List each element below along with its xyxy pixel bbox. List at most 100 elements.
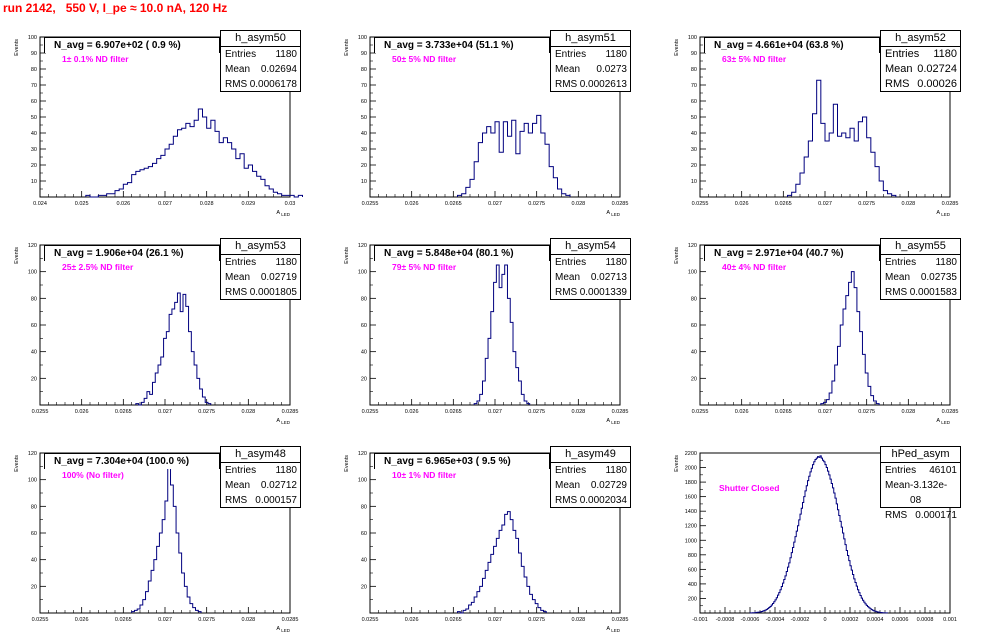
y-tick-label: 10 — [31, 179, 37, 185]
y-tick-label: 60 — [31, 99, 37, 105]
y-tick-label: 120 — [28, 451, 37, 457]
x-tick-label: 0.0275 — [528, 201, 545, 207]
histogram-line — [787, 79, 897, 197]
stats-row-mean: Mean 0.0273 — [551, 62, 630, 77]
histogram-svg: 200 400 600 800 1000 1200 1400 1600 1800 2000 2200… — [674, 451, 957, 623]
stats-value: 0.0002613 — [579, 79, 627, 90]
x-tick-label: 0.0255 — [362, 409, 379, 415]
y-tick-label: 100 — [28, 35, 37, 41]
y-tick-label: 120 — [688, 243, 697, 249]
y-tick-label: 20 — [361, 584, 367, 590]
x-tick-label: 0.026 — [735, 201, 749, 207]
histogram-line — [457, 114, 571, 197]
stats-box: h_asym52 Entries 1180 Mean 0.02724 RMS 0.00026 — [880, 30, 961, 92]
x-tick-label: -0.0004 — [766, 617, 785, 623]
x-tick-label: 0.0285 — [612, 409, 629, 415]
stats-label: Mean — [885, 63, 913, 75]
y-axis-label: Events — [674, 455, 680, 472]
y-axis-label: Events — [674, 247, 680, 264]
x-tick-label: 0.026 — [405, 409, 419, 415]
x-tick-label: 0.027 — [818, 201, 832, 207]
stats-label: Entries — [555, 257, 587, 268]
y-tick-label: 20 — [361, 376, 367, 382]
stats-row-entries: Entries 1180 — [551, 255, 630, 270]
stats-label: RMS — [885, 287, 908, 298]
stats-value: 0.000171 — [915, 510, 957, 521]
y-tick-label: 30 — [31, 147, 37, 153]
stats-value: -3.132e-08 — [910, 480, 948, 506]
stats-row-entries: Entries 1180 — [551, 47, 630, 62]
stats-row-rms: RMS 0.000171 — [881, 508, 960, 523]
x-tick-label: 0.0265 — [775, 201, 792, 207]
x-tick-label: 0.027 — [488, 201, 502, 207]
y-axis-label: Events — [14, 455, 20, 472]
stats-row-mean: Mean 0.02712 — [221, 478, 300, 493]
stats-value: 1180 — [605, 49, 627, 60]
filter-label: Shutter Closed — [719, 483, 780, 493]
histogram-line — [131, 465, 202, 613]
stats-value: 1180 — [275, 465, 297, 476]
y-tick-label: 30 — [361, 147, 367, 153]
stats-value: 0.0001805 — [249, 287, 297, 298]
stats-value: 0.0002034 — [579, 495, 627, 506]
stats-row-entries: Entries 1180 — [881, 47, 960, 62]
stats-row-rms: RMS 0.00026 — [881, 77, 960, 92]
x-tick-label: 0.024 — [33, 201, 47, 207]
y-tick-label: 30 — [691, 147, 697, 153]
y-tick-label: 80 — [361, 504, 367, 510]
navg-label: N_avg = 6.907e+02 ( 0.9 %) — [44, 37, 220, 53]
histogram-pad-h_asym53: 20 40 60 80 100 120 0.0255 0.026 0.0265 0.027 0.02… — [0, 222, 330, 429]
y-tick-label: 70 — [31, 83, 37, 89]
y-tick-label: 2200 — [685, 451, 697, 457]
y-tick-label: 100 — [28, 270, 37, 276]
histogram-name: h_asym51 — [551, 31, 630, 47]
x-axis-label: A LED — [936, 210, 950, 217]
filter-label: 79± 5% ND filter — [392, 262, 457, 272]
x-tick-label: 0.0255 — [692, 409, 709, 415]
stats-value: 1180 — [275, 49, 297, 60]
stats-value: 46101 — [929, 465, 957, 476]
stats-label: RMS — [885, 78, 910, 90]
y-tick-label: 90 — [31, 51, 37, 57]
stats-row-entries: Entries 1180 — [881, 255, 960, 270]
stats-label: RMS — [225, 495, 248, 506]
stats-row-mean: Mean 0.02735 — [881, 270, 960, 285]
x-tick-label: 0.0285 — [282, 617, 299, 623]
y-axis-label: Events — [344, 247, 350, 264]
stats-value: 0.0001339 — [579, 287, 627, 298]
y-axis-label: Events — [14, 247, 20, 264]
y-tick-label: 70 — [361, 83, 367, 89]
y-tick-label: 120 — [28, 243, 37, 249]
histogram-pad-h_asym55: 20 40 60 80 100 120 0.0255 0.026 0.0265 0.027 0.02… — [660, 222, 990, 429]
stats-label: Entries — [885, 257, 917, 268]
histogram-pad-h_asym49: 20 40 60 80 100 120 0.0255 0.026 0.0265 0.027 0.02… — [330, 430, 660, 637]
navg-label: N_avg = 5.848e+04 (80.1 %) — [374, 245, 550, 261]
y-tick-label: 10 — [691, 179, 697, 185]
x-tick-label: 0.028 — [901, 201, 915, 207]
x-tick-label: -0.0006 — [741, 617, 760, 623]
x-tick-label: 0.0285 — [612, 201, 629, 207]
x-tick-label: 0.0265 — [115, 617, 132, 623]
stats-value: 0.0006178 — [249, 79, 297, 90]
stats-row-mean: Mean -3.132e-08 — [881, 478, 960, 508]
y-tick-label: 90 — [691, 51, 697, 57]
histogram-pad-h_asym50: 10 20 30 40 50 60 70 80 90 100 0.024 0.025 0.026 0.02… — [0, 14, 330, 221]
histogram-line — [749, 455, 888, 614]
y-tick-label: 100 — [28, 478, 37, 484]
histogram-line — [135, 292, 212, 406]
filter-label: 63± 5% ND filter — [722, 54, 787, 64]
x-tick-label: 0.028 — [901, 409, 915, 415]
x-tick-label: 0.027 — [818, 409, 832, 415]
y-tick-label: 100 — [358, 270, 367, 276]
x-tick-label: 0.0285 — [942, 409, 959, 415]
x-tick-label: 0.0275 — [858, 201, 875, 207]
stats-label: Mean — [885, 480, 911, 491]
y-tick-label: 40 — [361, 131, 367, 137]
x-tick-label: 0.0285 — [612, 617, 629, 623]
x-tick-label: 0.025 — [75, 201, 89, 207]
x-tick-label: 0.0275 — [528, 617, 545, 623]
x-tick-label: 0.027 — [158, 617, 172, 623]
x-tick-label: 0.027 — [488, 617, 502, 623]
y-tick-label: 60 — [361, 99, 367, 105]
stats-row-rms: RMS 0.0001339 — [551, 285, 630, 300]
